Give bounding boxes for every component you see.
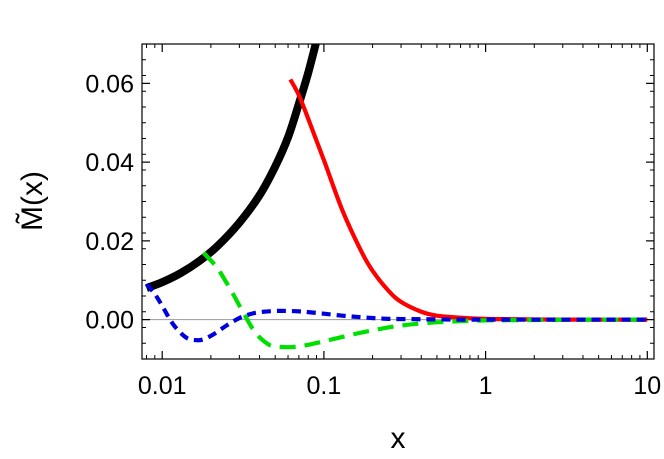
x-axis-label: x	[391, 422, 406, 455]
y-axis-label: M̃(x)	[16, 171, 49, 231]
x-tick-label: 0.1	[307, 372, 342, 400]
y-tick-label: 0.00	[85, 307, 134, 335]
y-tick-label: 0.04	[85, 149, 134, 177]
x-tick-label: 10	[633, 372, 661, 400]
y-tick-label: 0.02	[85, 228, 134, 256]
series-line-3	[144, 282, 648, 343]
plot-frame	[141, 43, 655, 360]
x-tick-label: 0.01	[138, 372, 187, 400]
series-layer	[144, 44, 648, 350]
tick-layer: 0.01 0.1 1 10 0.00 0.02 0.04 0.06	[85, 43, 661, 400]
x-tick-label: 1	[479, 372, 493, 400]
series-line-0	[145, 44, 320, 292]
series-line-2	[201, 251, 648, 350]
series-line-1	[288, 78, 648, 322]
y-tick-label: 0.06	[85, 70, 134, 98]
